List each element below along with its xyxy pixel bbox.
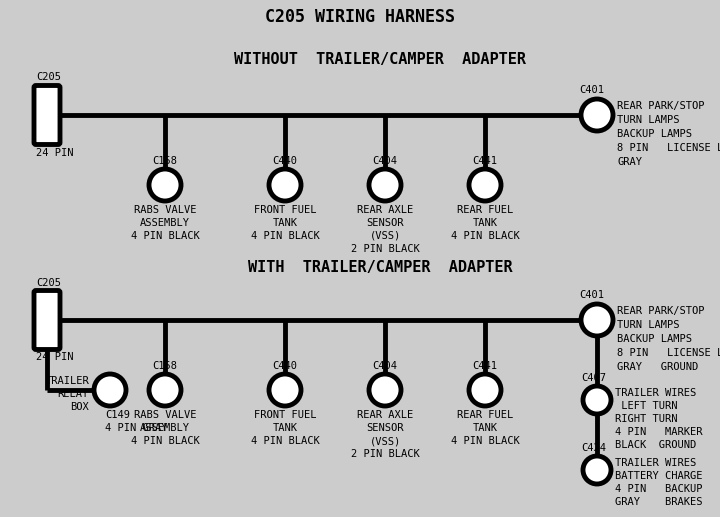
Text: 4 PIN BLACK: 4 PIN BLACK	[251, 231, 320, 241]
Text: 2 PIN BLACK: 2 PIN BLACK	[351, 449, 419, 459]
Text: REAR AXLE: REAR AXLE	[357, 205, 413, 215]
Text: RABS VALVE: RABS VALVE	[134, 205, 197, 215]
FancyBboxPatch shape	[34, 85, 60, 144]
Text: C149: C149	[105, 410, 130, 420]
Text: 4 PIN   MARKER: 4 PIN MARKER	[615, 427, 703, 437]
Text: GRAY: GRAY	[617, 157, 642, 167]
Circle shape	[369, 169, 401, 201]
Text: C205 WIRING HARNESS: C205 WIRING HARNESS	[265, 8, 455, 26]
Text: TANK: TANK	[472, 423, 498, 433]
Text: 2 PIN BLACK: 2 PIN BLACK	[351, 244, 419, 254]
Text: C441: C441	[472, 156, 498, 166]
Text: SENSOR: SENSOR	[366, 423, 404, 433]
Text: BLACK  GROUND: BLACK GROUND	[615, 440, 696, 450]
Text: C205: C205	[36, 72, 61, 83]
Text: (VSS): (VSS)	[369, 436, 400, 446]
Circle shape	[149, 374, 181, 406]
Text: 24 PIN: 24 PIN	[36, 147, 73, 158]
Text: TRAILER WIRES: TRAILER WIRES	[615, 388, 696, 398]
Circle shape	[94, 374, 126, 406]
Text: C158: C158	[153, 156, 178, 166]
Circle shape	[269, 374, 301, 406]
Text: TRAILER WIRES: TRAILER WIRES	[615, 458, 696, 468]
Text: GRAY    BRAKES: GRAY BRAKES	[615, 497, 703, 507]
Text: 8 PIN   LICENSE LAMPS: 8 PIN LICENSE LAMPS	[617, 143, 720, 153]
Text: BACKUP LAMPS: BACKUP LAMPS	[617, 129, 692, 139]
Text: C205: C205	[36, 278, 61, 287]
Text: 4 PIN BLACK: 4 PIN BLACK	[251, 436, 320, 446]
Circle shape	[581, 304, 613, 336]
Text: REAR FUEL: REAR FUEL	[457, 410, 513, 420]
Circle shape	[583, 386, 611, 414]
Text: 4 PIN   BACKUP: 4 PIN BACKUP	[615, 484, 703, 494]
Text: TRAILER: TRAILER	[45, 376, 89, 386]
Text: TANK: TANK	[272, 423, 297, 433]
Text: REAR AXLE: REAR AXLE	[357, 410, 413, 420]
Text: TURN LAMPS: TURN LAMPS	[617, 320, 680, 330]
Text: C407: C407	[581, 373, 606, 383]
Text: C401: C401	[579, 290, 604, 300]
Text: RIGHT TURN: RIGHT TURN	[615, 414, 678, 424]
Text: C404: C404	[372, 361, 397, 371]
Text: 4 PIN BLACK: 4 PIN BLACK	[451, 231, 519, 241]
Text: REAR PARK/STOP: REAR PARK/STOP	[617, 306, 704, 316]
Text: 4 PIN BLACK: 4 PIN BLACK	[130, 231, 199, 241]
Text: ASSEMBLY: ASSEMBLY	[140, 218, 190, 228]
Text: RELAY: RELAY	[58, 389, 89, 399]
Text: 8 PIN   LICENSE LAMPS: 8 PIN LICENSE LAMPS	[617, 348, 720, 358]
Text: RABS VALVE: RABS VALVE	[134, 410, 197, 420]
Text: C158: C158	[153, 361, 178, 371]
Text: TANK: TANK	[272, 218, 297, 228]
Circle shape	[469, 169, 501, 201]
Circle shape	[369, 374, 401, 406]
Circle shape	[269, 169, 301, 201]
Text: C440: C440	[272, 361, 297, 371]
Circle shape	[583, 456, 611, 484]
Text: 4 PIN BLACK: 4 PIN BLACK	[451, 436, 519, 446]
Text: ASSEMBLY: ASSEMBLY	[140, 423, 190, 433]
Text: SENSOR: SENSOR	[366, 218, 404, 228]
Text: C401: C401	[579, 85, 604, 95]
Text: LEFT TURN: LEFT TURN	[615, 401, 678, 411]
Text: BOX: BOX	[71, 402, 89, 412]
Text: C440: C440	[272, 156, 297, 166]
Text: BATTERY CHARGE: BATTERY CHARGE	[615, 471, 703, 481]
Text: C424: C424	[581, 443, 606, 453]
Text: 4 PIN GRAY: 4 PIN GRAY	[105, 423, 168, 433]
Circle shape	[581, 99, 613, 131]
Text: TURN LAMPS: TURN LAMPS	[617, 115, 680, 125]
Text: 24 PIN: 24 PIN	[36, 353, 73, 362]
Text: GRAY   GROUND: GRAY GROUND	[617, 362, 698, 372]
Circle shape	[149, 169, 181, 201]
Text: FRONT FUEL: FRONT FUEL	[253, 205, 316, 215]
Text: BACKUP LAMPS: BACKUP LAMPS	[617, 334, 692, 344]
Text: WITHOUT  TRAILER/CAMPER  ADAPTER: WITHOUT TRAILER/CAMPER ADAPTER	[234, 52, 526, 67]
Text: REAR FUEL: REAR FUEL	[457, 205, 513, 215]
Text: 4 PIN BLACK: 4 PIN BLACK	[130, 436, 199, 446]
Text: WITH  TRAILER/CAMPER  ADAPTER: WITH TRAILER/CAMPER ADAPTER	[248, 260, 513, 275]
Text: FRONT FUEL: FRONT FUEL	[253, 410, 316, 420]
Text: (VSS): (VSS)	[369, 231, 400, 241]
Text: REAR PARK/STOP: REAR PARK/STOP	[617, 101, 704, 111]
Circle shape	[469, 374, 501, 406]
Text: C404: C404	[372, 156, 397, 166]
Text: TANK: TANK	[472, 218, 498, 228]
FancyBboxPatch shape	[34, 291, 60, 349]
Text: C441: C441	[472, 361, 498, 371]
